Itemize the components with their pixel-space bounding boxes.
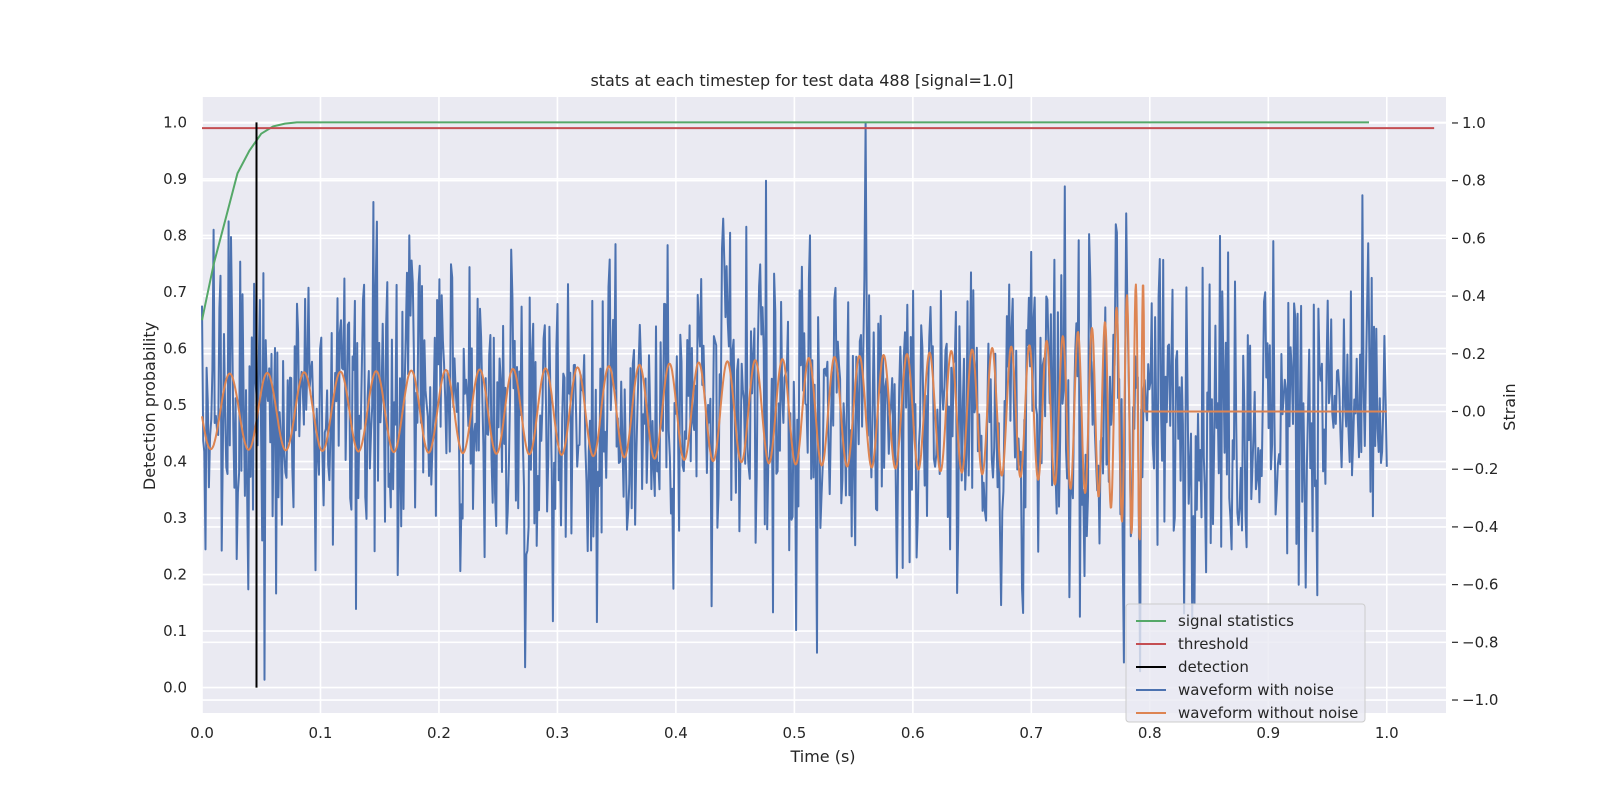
legend-entry: threshold — [1178, 635, 1249, 653]
series-waveform-without-noise — [201, 283, 1388, 541]
y-axis-label-left: Detection probability — [140, 322, 159, 490]
y-tick-label-left: 0.4 — [163, 453, 187, 471]
y-tick-label-right: 0.6 — [1462, 229, 1486, 247]
y-tick-label-left: 0.7 — [163, 283, 187, 301]
y-tick-label-right: 0.8 — [1462, 172, 1486, 190]
x-tick-label: 0.5 — [782, 724, 806, 742]
y-tick-label-left: 0.3 — [163, 509, 187, 527]
tick-labels: 0.0 0.1 0.2 0.3 0.4 0.5 0.6 0.7 0.8 0.9 1.0 0.0 0.1 0… — [163, 113, 1498, 742]
y-tick-label-right: −0.6 — [1462, 576, 1498, 594]
legend-entry: waveform without noise — [1178, 704, 1358, 722]
legend: signal statistics threshold detection wavef… — [1125, 603, 1366, 723]
y-tick-label-right: −0.8 — [1462, 633, 1498, 651]
y-tick-label-right: −0.2 — [1462, 460, 1498, 478]
x-tick-label: 0.4 — [664, 724, 688, 742]
series-signal-statistics — [201, 121, 1369, 321]
y-tick-label-right: 0.0 — [1462, 402, 1486, 420]
y-tick-label-right: 0.4 — [1462, 287, 1486, 305]
y-tick-label-right: −1.0 — [1462, 691, 1498, 709]
y-tick-label-right: 1.0 — [1462, 114, 1486, 132]
y-tick-label-left: 0.5 — [163, 396, 187, 414]
x-tick-label: 0.8 — [1138, 724, 1162, 742]
x-tick-label: 0.7 — [1019, 724, 1043, 742]
x-tick-label: 0.3 — [545, 724, 569, 742]
y-tick-label-left: 0.9 — [163, 170, 187, 188]
x-axis-label: Time (s) — [789, 747, 855, 766]
x-tick-label: 1.0 — [1375, 724, 1399, 742]
legend-entry: signal statistics — [1178, 612, 1294, 630]
y-tick-label-right: 0.2 — [1462, 345, 1486, 363]
y-tick-label-left: 0.6 — [163, 339, 187, 357]
series-layer — [201, 121, 1435, 688]
x-tick-label: 0.9 — [1256, 724, 1280, 742]
y-tick-label-left: 0.2 — [163, 566, 187, 584]
chart-title: stats at each timestep for test data 488… — [590, 71, 1013, 90]
x-tick-label: 0.6 — [901, 724, 925, 742]
legend-box — [1125, 603, 1366, 723]
y-tick-label-left: 0.1 — [163, 622, 187, 640]
y-tick-label-left: 0.8 — [163, 226, 187, 244]
x-tick-label: 0.1 — [309, 724, 333, 742]
y-tick-label-left: 1.0 — [163, 113, 187, 131]
legend-entry: detection — [1178, 658, 1249, 676]
x-tick-label: 0.2 — [427, 724, 451, 742]
legend-entry: waveform with noise — [1178, 681, 1334, 699]
y-tick-label-right: −0.4 — [1462, 518, 1498, 536]
y-tick-label-left: 0.0 — [163, 679, 187, 697]
x-tick-label: 0.0 — [190, 724, 214, 742]
y-axis-label-right: Strain — [1500, 383, 1519, 430]
